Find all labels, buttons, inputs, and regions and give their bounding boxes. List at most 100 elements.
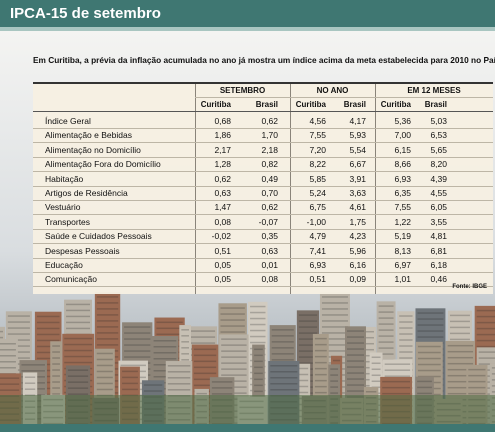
building [52, 357, 60, 359]
building [124, 332, 151, 334]
building [0, 336, 4, 339]
row-rule [33, 185, 493, 187]
column-header: Brasil [255, 100, 278, 109]
cell-value: 0,62 [261, 202, 278, 213]
building [321, 338, 348, 340]
source: Fonte: IBGE [452, 284, 487, 290]
column-header: Brasil [343, 100, 366, 109]
building [211, 381, 233, 383]
building [52, 369, 60, 371]
building [64, 337, 93, 340]
building [52, 351, 60, 353]
building [298, 344, 318, 346]
building [36, 345, 60, 348]
building [96, 388, 113, 391]
building [468, 386, 486, 389]
building [298, 314, 318, 316]
building [96, 382, 113, 385]
cell-value: 0,70 [261, 188, 278, 198]
building [254, 366, 263, 369]
building [221, 356, 247, 358]
building [417, 336, 444, 338]
building [7, 363, 30, 365]
cell-value: 5,85 [309, 173, 326, 184]
row-label: Comunicação [45, 274, 97, 285]
building [96, 344, 119, 346]
building [189, 330, 216, 332]
building [96, 308, 119, 310]
row-rule [33, 243, 493, 245]
column-divider [375, 84, 376, 294]
title: IPCA-15 de setembro [10, 5, 161, 22]
building [143, 384, 163, 386]
building [378, 317, 394, 319]
building [153, 358, 177, 360]
building [221, 362, 247, 364]
building [96, 314, 119, 316]
building [321, 314, 348, 316]
cell-value: 5,19 [394, 231, 411, 242]
building [468, 374, 486, 377]
building [0, 343, 16, 345]
column-header: Brasil [424, 100, 447, 109]
building [36, 393, 60, 396]
building [124, 326, 151, 328]
building [96, 302, 119, 304]
building [221, 338, 247, 340]
building [491, 367, 495, 369]
building [193, 372, 217, 375]
building [417, 380, 432, 383]
building [153, 352, 177, 354]
building [314, 373, 327, 376]
column-divider [290, 84, 291, 294]
building [347, 342, 364, 344]
building [221, 368, 247, 370]
building [153, 394, 177, 396]
building [0, 355, 16, 357]
row-label: Saúde e Cuidados Pessoais [45, 231, 152, 242]
building [96, 326, 119, 328]
cell-value: 5,03 [430, 116, 447, 126]
cell-value: 1,28 [214, 159, 231, 170]
building [270, 377, 298, 379]
building [0, 367, 16, 369]
building [447, 374, 474, 377]
row-label: Transportes [45, 216, 91, 227]
building [124, 344, 151, 346]
building [167, 365, 191, 367]
building [196, 392, 207, 395]
cell-value: 0,08 [261, 274, 278, 285]
building [96, 358, 113, 361]
building [333, 359, 341, 362]
cell-value: 6,16 [349, 260, 366, 270]
building [417, 363, 441, 366]
building [271, 329, 294, 331]
building [321, 320, 348, 322]
building [124, 350, 151, 352]
building [36, 369, 60, 372]
building [447, 362, 474, 365]
building [417, 386, 432, 389]
row-rule [33, 286, 493, 288]
building [181, 347, 189, 349]
cell-value: 6,97 [394, 260, 411, 270]
building [193, 378, 217, 381]
building [0, 395, 495, 425]
row-label: Despesas Pessoais [45, 245, 120, 256]
cell-value: 6,81 [430, 245, 447, 256]
building [399, 357, 413, 359]
building [66, 327, 91, 330]
building [298, 320, 318, 322]
building [347, 348, 364, 350]
building [399, 315, 413, 317]
cell-value: -1,00 [306, 216, 326, 227]
building [347, 360, 364, 362]
cell-value: 2,17 [214, 144, 231, 155]
row-rule [33, 200, 493, 201]
cell-value: 4,81 [430, 231, 447, 242]
group-header: SETEMBRO [219, 86, 266, 95]
building [24, 388, 36, 390]
building [271, 359, 294, 361]
building [250, 335, 266, 338]
cell-value: 0,82 [261, 159, 278, 170]
